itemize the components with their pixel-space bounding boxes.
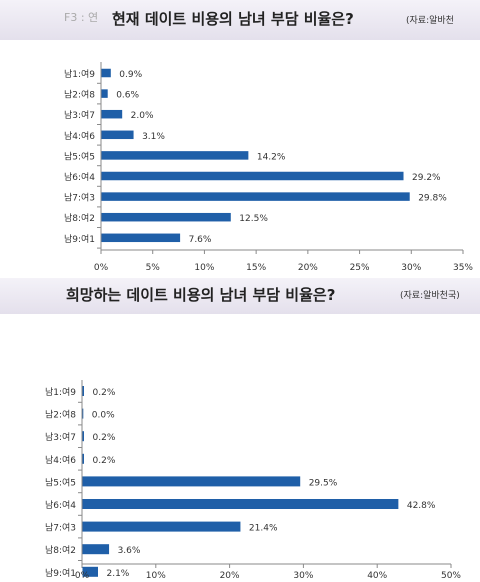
bar <box>82 566 98 577</box>
x-tick-label: 15% <box>246 263 266 273</box>
x-tick-label: 25% <box>350 263 370 273</box>
data-label: 3.1% <box>142 132 165 142</box>
chart-header: 희망하는 데이트 비용의 남녀 부담 비율은? (자료:알바천국) <box>0 278 480 314</box>
category-label: 남1:여9 <box>64 68 95 80</box>
bar <box>82 431 84 442</box>
category-label: 남4:여6 <box>45 454 76 466</box>
chart-source: (자료:알바천국) <box>400 291 460 301</box>
x-tick-label: 50% <box>441 571 461 581</box>
x-tick-label: 0% <box>75 571 90 581</box>
category-label: 남4:여6 <box>64 130 95 142</box>
category-label: 남8:여2 <box>64 212 95 224</box>
x-tick-label: 30% <box>293 571 313 581</box>
category-label: 남9:여1 <box>45 567 76 579</box>
bar <box>101 151 249 160</box>
chart-source: (자료:알바천 <box>406 16 454 26</box>
bar <box>82 499 399 509</box>
x-tick-label: 30% <box>401 263 421 273</box>
bar <box>101 233 181 243</box>
category-label: 남3:여7 <box>64 109 95 121</box>
category-label: 남2:여8 <box>45 409 76 421</box>
category-label: 남6:여4 <box>64 171 95 183</box>
bar <box>101 109 123 119</box>
bar <box>101 171 404 181</box>
slide-tag: F3 : 연 <box>64 11 99 24</box>
x-tick-label: 10% <box>146 571 166 581</box>
x-tick-label: 0% <box>94 263 109 273</box>
bar <box>101 212 231 222</box>
data-label: 3.6% <box>118 546 141 556</box>
category-label: 남3:여7 <box>45 431 76 443</box>
category-label: 남5:여5 <box>45 476 76 488</box>
x-tick-label: 20% <box>298 263 318 273</box>
category-label: 남7:여3 <box>45 522 76 534</box>
category-label: 남9:여1 <box>64 233 95 245</box>
bar <box>101 192 410 201</box>
bar <box>101 130 134 140</box>
bar <box>82 408 84 419</box>
data-label: 0.0% <box>92 411 115 421</box>
data-label: 7.6% <box>189 235 212 245</box>
data-label: 12.5% <box>239 214 268 224</box>
bar <box>82 386 84 396</box>
x-tick-label: 35% <box>453 263 473 273</box>
chart-title: 현재 데이트 비용의 남녀 부담 비율은? <box>112 10 354 28</box>
data-label: 29.8% <box>418 194 447 204</box>
data-label: 0.2% <box>93 433 116 443</box>
category-label: 남5:여5 <box>64 150 95 162</box>
bar <box>101 89 108 98</box>
x-tick-label: 40% <box>367 571 387 581</box>
bar-chart-current: 남1:여9 0.9% 남2:여8 0.6% 남3:여7 2.0% 남4:여6 3.1% 남5:여… <box>64 62 473 273</box>
data-label: 14.2% <box>257 152 286 162</box>
data-label: 0.2% <box>93 456 116 466</box>
bar-chart-desired: 남1:여9 0.2% 남2:여8 0.0% 남3:여7 0.2% 남4:여6 0.2% 남5:여… <box>45 380 461 581</box>
bar <box>82 521 241 532</box>
category-label: 남6:여4 <box>45 499 76 511</box>
x-tick-label: 20% <box>220 571 240 581</box>
category-label: 남2:여8 <box>64 89 95 101</box>
data-label: 0.9% <box>119 70 142 80</box>
data-label: 0.6% <box>116 91 139 101</box>
data-label: 21.4% <box>249 524 278 534</box>
data-label: 29.2% <box>412 173 441 183</box>
chart-header: F3 : 연 현재 데이트 비용의 남녀 부담 비율은? (자료:알바천 <box>0 0 480 40</box>
bar <box>101 68 111 78</box>
category-label: 남8:여2 <box>45 544 76 556</box>
chart-panel-current: F3 : 연 현재 데이트 비용의 남녀 부담 비율은? (자료:알바천 남1:… <box>0 0 480 278</box>
category-label: 남1:여9 <box>45 386 76 398</box>
bar <box>82 544 110 555</box>
data-label: 0.2% <box>93 388 116 398</box>
data-label: 2.0% <box>131 111 154 121</box>
x-tick-label: 10% <box>194 263 214 273</box>
bar <box>82 453 84 464</box>
bar <box>82 476 301 487</box>
data-label: 2.1% <box>106 569 129 579</box>
x-tick-label: 5% <box>146 263 161 273</box>
chart-panel-desired: 희망하는 데이트 비용의 남녀 부담 비율은? (자료:알바천국) 남1:여9 0… <box>0 278 480 582</box>
category-label: 남7:여3 <box>64 192 95 204</box>
data-label: 29.5% <box>309 478 338 488</box>
data-label: 42.8% <box>407 501 436 511</box>
chart-title: 희망하는 데이트 비용의 남녀 부담 비율은? <box>66 286 336 304</box>
